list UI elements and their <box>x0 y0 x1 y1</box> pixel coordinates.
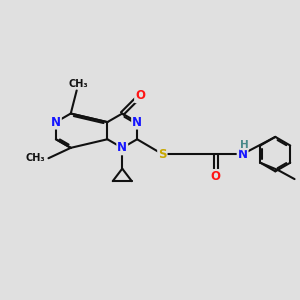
Text: N: N <box>117 141 127 154</box>
Text: N: N <box>132 116 142 129</box>
Text: CH₃: CH₃ <box>26 153 46 163</box>
Text: H: H <box>240 140 248 150</box>
Text: O: O <box>135 89 145 102</box>
Text: N: N <box>238 148 248 160</box>
Text: S: S <box>158 148 166 160</box>
Text: N: N <box>51 116 61 129</box>
Text: CH₃: CH₃ <box>68 79 88 89</box>
Text: O: O <box>211 170 221 183</box>
